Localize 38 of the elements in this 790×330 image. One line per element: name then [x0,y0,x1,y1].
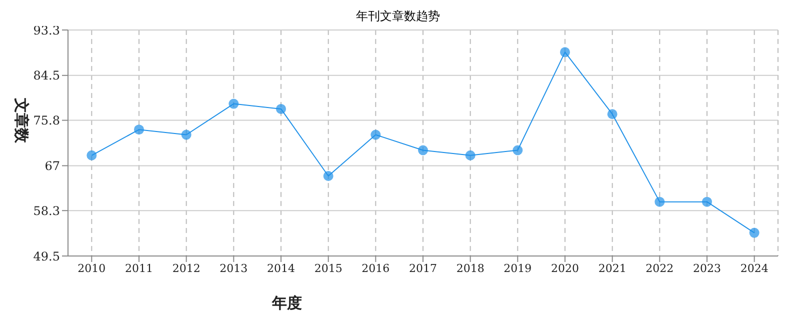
x-tick-label: 2016 [362,262,390,275]
point [560,47,570,58]
point [702,196,712,207]
point [276,104,286,114]
x-tick-label: 2010 [78,262,106,275]
x-tick-label: 2023 [693,262,721,275]
point [86,150,97,160]
x-tick-label: 2013 [220,262,248,275]
point [607,109,618,120]
x-axis-title: 年度 [271,294,302,312]
y-tick-label: 49.5 [33,249,60,264]
point [418,145,428,156]
x-tick-label: 2012 [172,262,200,275]
x-tick-label: 2018 [456,262,484,275]
y-tick-label: 67 [44,158,60,173]
x-tick-label: 2021 [598,262,626,275]
point [228,98,239,109]
point [370,130,381,140]
point [181,130,192,140]
x-tick-label: 2024 [740,262,768,275]
point [749,228,760,238]
y-tick-label: 75.8 [33,114,60,128]
x-tick-label: 2011 [125,262,153,275]
x-tick-label: 2015 [314,262,342,275]
point [134,124,144,135]
x-tick-label: 2019 [504,262,532,275]
x-tick-label: 2017 [409,262,437,275]
point [323,171,334,182]
x-tick-label: 2014 [267,262,295,275]
y-tick-label: 58.3 [33,204,60,218]
x-tick-label: 2020 [551,262,579,275]
point [512,145,523,156]
point [465,150,476,160]
y-axis-title: 文章数 [12,97,31,144]
y-tick-label: 84.5 [33,68,60,83]
point [654,196,665,207]
x-tick-label: 2022 [646,262,674,275]
chart-title: 年刊文章数趋势 [356,9,440,23]
